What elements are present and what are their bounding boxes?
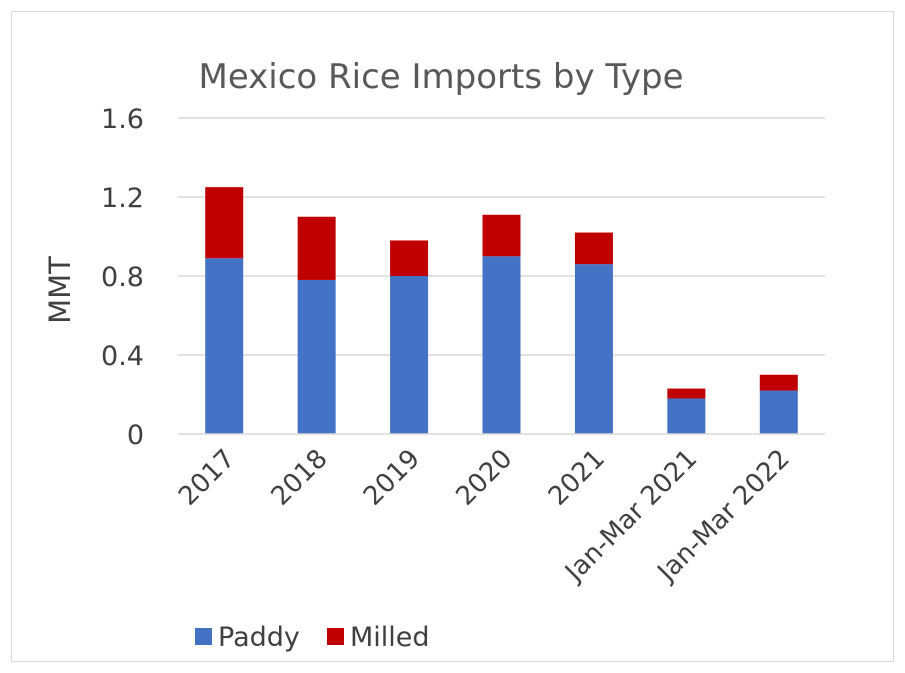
chart-frame [11,11,894,662]
bar-paddy-6 [759,390,798,434]
legend-label-paddy: Paddy [218,622,300,653]
y-tick-label: 1.6 [101,104,144,135]
x-tick-label: 2017 [173,444,241,512]
x-tick-label: 2021 [543,444,611,512]
chart-title: Mexico Rice Imports by Type [199,57,684,97]
bar-milled-3 [482,214,521,257]
y-tick-label: 1.2 [101,183,144,214]
bar-milled-6 [759,374,798,391]
y-axis-title: MMT [43,256,77,324]
bar-paddy-5 [667,398,706,434]
legend-swatch-milled [327,628,344,645]
y-tick-label: 0.4 [101,341,144,372]
bar-milled-5 [667,388,706,399]
y-axis-ticks: 0 0.4 0.8 1.2 1.6 [101,104,144,451]
y-tick-label: 0.8 [101,262,144,293]
bar-milled-0 [205,187,244,259]
legend-swatch-paddy [195,628,212,645]
y-tick-label: 0 [127,420,144,451]
bar-milled-1 [297,216,336,280]
bars [205,187,798,434]
bar-paddy-1 [297,279,336,434]
x-tick-label: 2019 [358,444,426,512]
bar-paddy-3 [482,256,521,434]
legend-label-milled: Milled [350,622,430,653]
x-tick-label: 2018 [266,444,334,512]
x-tick-label: 2020 [450,444,518,512]
bar-milled-4 [574,232,613,265]
bar-paddy-4 [574,264,613,434]
bar-paddy-0 [205,258,244,434]
bar-paddy-2 [390,276,429,434]
bar-milled-2 [390,240,429,276]
legend: Paddy Milled [195,622,430,653]
